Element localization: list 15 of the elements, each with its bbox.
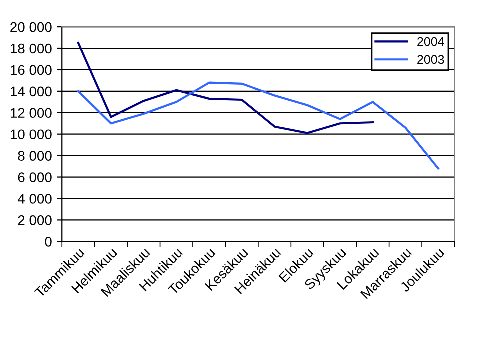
legend-label: 2004 [418, 37, 444, 46]
line-series [77, 42, 374, 134]
legend-label: 2003 [418, 55, 444, 64]
y-tick-label: 8 000 [18, 151, 52, 161]
y-tick-label: 20 000 [10, 22, 52, 32]
y-tick-label: 10 000 [10, 130, 52, 140]
y-tick-label: 6 000 [18, 172, 52, 182]
y-tick-label: 14 000 [10, 86, 52, 97]
y-tick-label: 12 000 [10, 108, 52, 118]
y-tick-label: 4 000 [18, 194, 52, 204]
line-series [77, 82, 440, 170]
y-tick-label: 2 000 [18, 216, 52, 226]
y-tick-label: 16 000 [10, 65, 52, 76]
y-tick-label: 18 000 [10, 44, 52, 54]
y-tick-label: 0 [45, 237, 52, 247]
